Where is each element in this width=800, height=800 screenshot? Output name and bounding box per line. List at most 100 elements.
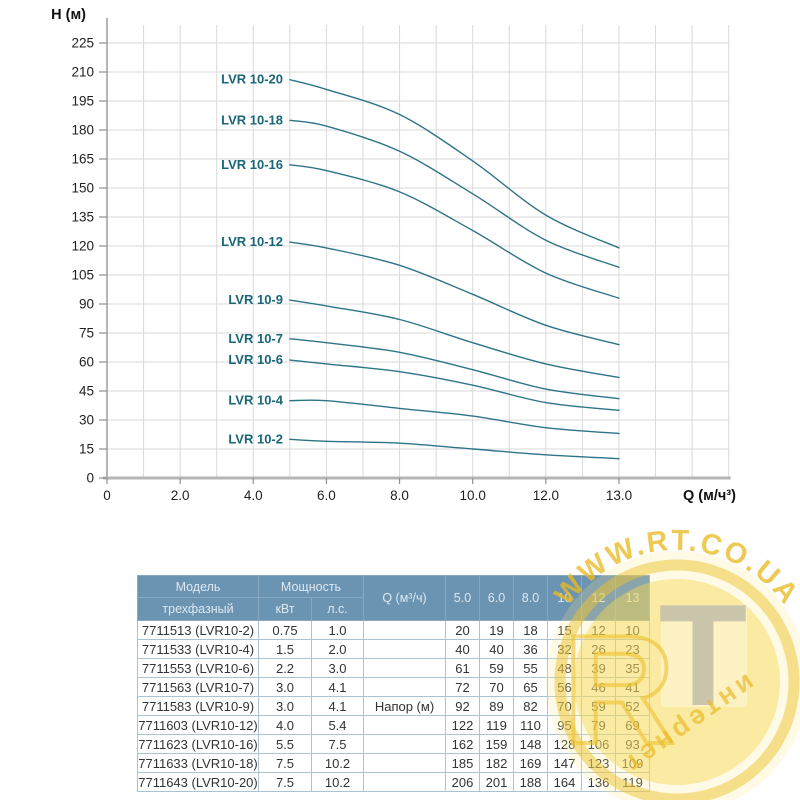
table-header: Модель Мощность Q (м³/ч) 5.0 6.0 8.0 10 … bbox=[137, 575, 650, 621]
y-tick-label: 15 bbox=[79, 442, 94, 457]
cell-head: 123 bbox=[581, 753, 616, 773]
curve-lvr-10-18 bbox=[289, 119, 620, 268]
cell-head: 162 bbox=[445, 734, 480, 754]
curve-label-lvr-10-7: LVR 10-7 bbox=[228, 331, 283, 346]
cell-kw: 0.75 bbox=[258, 620, 312, 640]
cell-model: 7711603 (LVR10-12) bbox=[137, 715, 259, 735]
x-tick-label: 10.0 bbox=[460, 488, 486, 503]
y-tick-label: 75 bbox=[79, 326, 94, 341]
flow-header: 12 bbox=[581, 575, 616, 621]
curve-label-lvr-10-18: LVR 10-18 bbox=[221, 112, 283, 127]
curve-label-lvr-10-6: LVR 10-6 bbox=[228, 352, 283, 367]
cell-head: 164 bbox=[547, 772, 582, 792]
cell-head: 40 bbox=[445, 639, 480, 659]
curve-label-lvr-10-12: LVR 10-12 bbox=[221, 234, 283, 249]
cell-model: 7711513 (LVR10-2) bbox=[137, 620, 259, 640]
curve-lvr-10-16 bbox=[289, 164, 620, 299]
cell-head: 119 bbox=[479, 715, 514, 735]
cell-model: 7711643 (LVR10-20) bbox=[137, 772, 259, 792]
x-tick-label: 2.0 bbox=[171, 488, 190, 503]
cell-head: 148 bbox=[513, 734, 548, 754]
cell-head: 69 bbox=[615, 715, 650, 735]
cell-head: 35 bbox=[615, 658, 650, 678]
cell-head: 72 bbox=[445, 677, 480, 697]
cell-head: 56 bbox=[547, 677, 582, 697]
cell-kw: 1.5 bbox=[258, 639, 312, 659]
cell-head: 20 bbox=[445, 620, 480, 640]
x-tick-label: 4.0 bbox=[244, 488, 263, 503]
cell-kw: 7.5 bbox=[258, 753, 312, 773]
watermark-letter-t: T bbox=[659, 574, 748, 736]
cell-napor bbox=[363, 677, 446, 697]
cell-head: 106 bbox=[581, 734, 616, 754]
cell-head: 12 bbox=[581, 620, 616, 640]
cell-hp: 3.0 bbox=[311, 658, 364, 678]
y-tick-label: 60 bbox=[79, 355, 94, 370]
y-tick-label: 180 bbox=[71, 123, 94, 138]
cell-napor bbox=[363, 753, 446, 773]
cell-head: 46 bbox=[581, 677, 616, 697]
grid bbox=[107, 25, 730, 478]
cell-head: 65 bbox=[513, 677, 548, 697]
y-tick-label: 165 bbox=[71, 152, 94, 167]
cell-kw: 4.0 bbox=[258, 715, 312, 735]
x-tick-label: 12.0 bbox=[533, 488, 559, 503]
table-row: 7711643 (LVR10-20) 7.5 10.2 206 201 188 164 136… bbox=[137, 772, 650, 792]
cell-hp: 4.1 bbox=[311, 677, 364, 697]
cell-head: 48 bbox=[547, 658, 582, 678]
cell-napor bbox=[363, 620, 446, 640]
flow-header: 5.0 bbox=[445, 575, 480, 621]
cell-head: 201 bbox=[479, 772, 514, 792]
cell-head: 36 bbox=[513, 639, 548, 659]
y-tick-label: 210 bbox=[71, 65, 94, 80]
y-tick-label: 45 bbox=[79, 384, 94, 399]
flow-header: 13 bbox=[615, 575, 650, 621]
table-row: 7711553 (LVR10-6) 2.2 3.0 61 59 55 48 39 35 bbox=[137, 658, 650, 678]
table-row: 7711533 (LVR10-4) 1.5 2.0 40 40 36 32 26 23 bbox=[137, 639, 650, 659]
cell-head: 70 bbox=[547, 696, 582, 716]
cell-napor bbox=[363, 734, 446, 754]
axes bbox=[103, 18, 731, 480]
curve-label-lvr-10-20: LVR 10-20 bbox=[221, 72, 283, 87]
x-ticks: 0 2.0 4.0 6.0 8.0 10.0 12.0 13.0 bbox=[103, 478, 632, 503]
cell-hp: 7.5 bbox=[311, 734, 364, 754]
cell-head: 128 bbox=[547, 734, 582, 754]
cell-kw: 3.0 bbox=[258, 696, 312, 716]
cell-head: 92 bbox=[445, 696, 480, 716]
cell-hp: 10.2 bbox=[311, 772, 364, 792]
cell-model: 7711623 (LVR10-16) bbox=[137, 734, 259, 754]
curve-lvr-10-20 bbox=[289, 79, 620, 249]
cell-head: 82 bbox=[513, 696, 548, 716]
cell-head: 23 bbox=[615, 639, 650, 659]
table-row: 7711563 (LVR10-7) 3.0 4.1 72 70 65 56 46 41 bbox=[137, 677, 650, 697]
pump-table: Модель Мощность Q (м³/ч) 5.0 6.0 8.0 10 … bbox=[137, 575, 650, 792]
pump-curves-chart: 0 15 30 45 60 75 90 105 120 135 150 165 180 195 210 225… bbox=[51, 7, 736, 504]
table-row: 7711623 (LVR10-16) 5.5 7.5 162 159 148 128 106 9… bbox=[137, 734, 650, 754]
cell-head: 59 bbox=[479, 658, 514, 678]
cell-head: 32 bbox=[547, 639, 582, 659]
header-q-unit: Q (м³/ч) bbox=[363, 575, 446, 621]
cell-model: 7711553 (LVR10-6) bbox=[137, 658, 259, 678]
x-axis-title: Q (м/ч³) bbox=[683, 488, 736, 504]
y-tick-label: 30 bbox=[79, 413, 94, 428]
cell-napor: Напор (м) bbox=[363, 696, 446, 716]
table-row: 7711633 (LVR10-18) 7.5 10.2 185 182 169 147 123… bbox=[137, 753, 650, 773]
watermark-tile bbox=[661, 605, 747, 707]
curve-lvr-10-4 bbox=[289, 399, 620, 435]
cell-head: 18 bbox=[513, 620, 548, 640]
curve-lvr-10-6 bbox=[289, 359, 620, 411]
curve-label-lvr-10-2: LVR 10-2 bbox=[228, 431, 283, 446]
cell-head: 59 bbox=[581, 696, 616, 716]
cell-head: 119 bbox=[615, 772, 650, 792]
header-model-sub: трехфазный bbox=[137, 597, 259, 621]
cell-head: 185 bbox=[445, 753, 480, 773]
curve-lvr-10-9 bbox=[289, 299, 620, 379]
cell-head: 110 bbox=[513, 715, 548, 735]
cell-head: 15 bbox=[547, 620, 582, 640]
header-hp: л.с. bbox=[311, 597, 364, 621]
cell-head: 169 bbox=[513, 753, 548, 773]
cell-hp: 4.1 bbox=[311, 696, 364, 716]
x-tick-label: 13.0 bbox=[606, 488, 632, 503]
table-row: 7711583 (LVR10-9) 3.0 4.1 Напор (м) 92 89 82 70… bbox=[137, 696, 650, 716]
cell-head: 55 bbox=[513, 658, 548, 678]
